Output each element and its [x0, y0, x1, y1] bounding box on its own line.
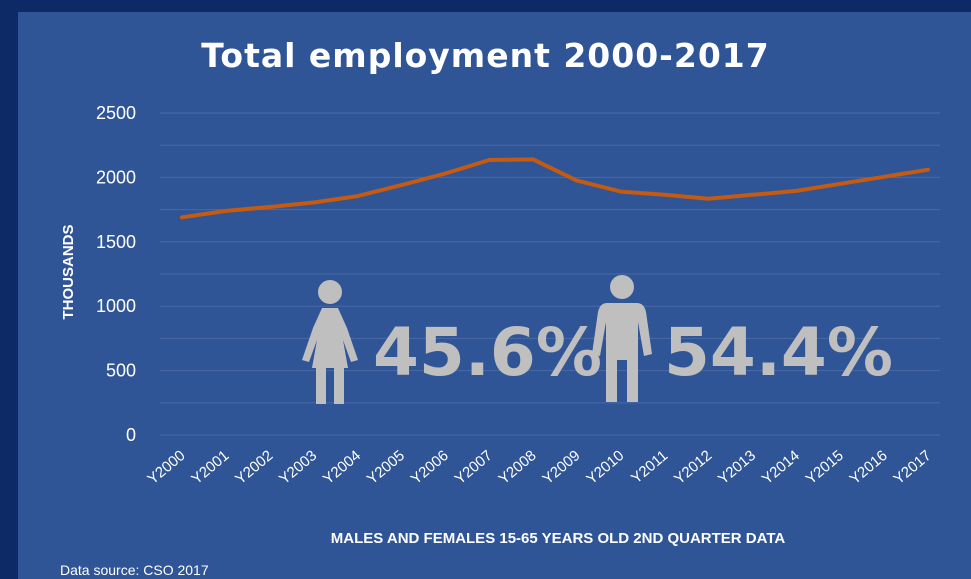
y-tick-label: 2000	[96, 167, 136, 187]
chart-panel	[18, 12, 971, 579]
x-tick-label: Y2006	[408, 447, 452, 488]
x-tick-label: Y2009	[539, 447, 583, 488]
x-tick-label: Y2017	[890, 447, 934, 488]
x-tick-label: Y2012	[671, 447, 715, 488]
male-figure-icon	[592, 275, 652, 402]
x-tick-label: Y2005	[364, 447, 408, 488]
y-tick-label: 2500	[96, 103, 136, 123]
y-axis-ticks: 0 500 1000 1500 2000 2500	[96, 103, 136, 445]
x-tick-label: Y2016	[847, 447, 891, 488]
gridlines	[160, 112, 940, 436]
x-tick-label: Y2015	[803, 447, 847, 488]
x-tick-label: Y2001	[188, 447, 232, 488]
x-tick-label: Y2000	[144, 447, 188, 488]
x-tick-label: Y2011	[628, 447, 671, 487]
x-tick-label: Y2008	[495, 447, 539, 488]
x-tick-label: Y2004	[320, 447, 364, 488]
female-figure-icon	[302, 280, 358, 404]
chart-title: Total employment 2000-2017	[201, 36, 770, 75]
x-tick-label: Y2007	[452, 447, 496, 488]
x-tick-label: Y2002	[232, 447, 276, 488]
x-tick-label: Y2014	[759, 447, 803, 488]
female-percentage: 45.6%	[373, 314, 602, 391]
y-tick-label: 500	[106, 361, 136, 381]
data-source-note: Data source: CSO 2017	[60, 562, 209, 578]
x-tick-label: Y2010	[583, 447, 627, 488]
y-tick-label: 0	[126, 425, 136, 445]
y-tick-label: 1000	[96, 296, 136, 316]
x-tick-label: Y2003	[276, 447, 320, 488]
male-percentage: 54.4%	[664, 314, 893, 391]
x-axis-ticks: Y2000 Y2001 Y2002 Y2003 Y2004 Y2005 Y2006 Y2007…	[144, 447, 934, 488]
y-axis-label: THOUSANDS	[60, 224, 77, 319]
y-tick-label: 1500	[96, 232, 136, 252]
x-axis-label: MALES AND FEMALES 15-65 YEARS OLD 2ND QU…	[331, 530, 786, 547]
series-line-total-employment	[180, 157, 930, 220]
x-tick-label: Y2013	[715, 447, 759, 488]
